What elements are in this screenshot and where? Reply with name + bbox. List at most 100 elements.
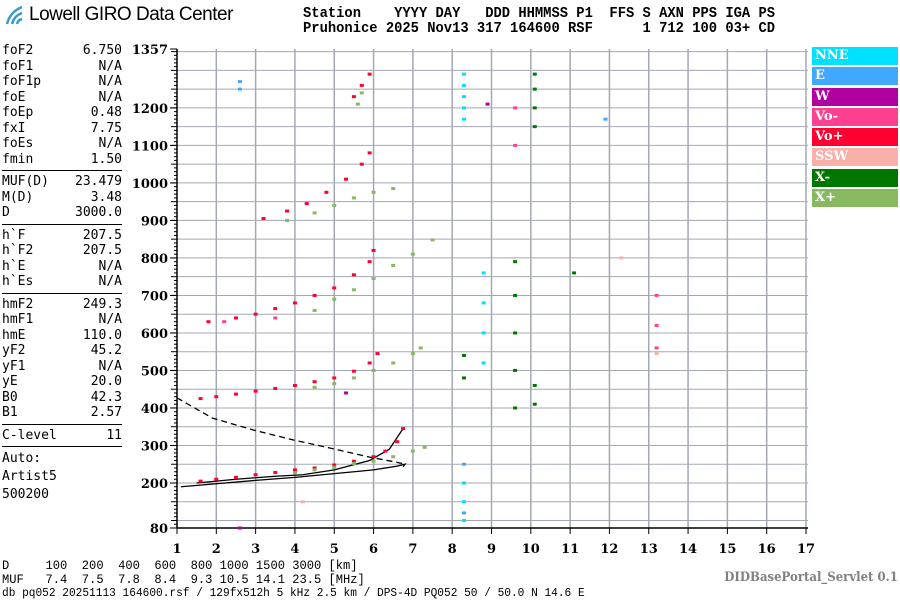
- legend-item: W: [812, 87, 898, 106]
- echo-xplus: [285, 218, 290, 222]
- divider: [2, 292, 122, 294]
- echo-xminus: [513, 293, 518, 297]
- echo-voplus: [359, 83, 364, 87]
- param-value: 207.5: [82, 243, 122, 258]
- echo-xplus: [312, 385, 317, 389]
- param-row: foE N/A: [2, 90, 122, 106]
- echo-vominus: [513, 143, 518, 147]
- echo-voplus: [214, 477, 219, 481]
- x-tick-label: 8: [448, 542, 457, 557]
- echo-xminus: [513, 260, 518, 264]
- echo-voplus: [367, 72, 372, 76]
- echo-xplus: [312, 211, 317, 215]
- param-value: N/A: [98, 74, 122, 89]
- echo-vominus: [513, 106, 518, 110]
- echo-xplus: [391, 361, 396, 365]
- divider: [2, 170, 122, 171]
- x-tick-label: 9: [487, 542, 496, 557]
- header-values: Pruhonice 2025 Nov13 317 164600 RSF 1 71…: [303, 20, 776, 37]
- param-name: B1: [2, 405, 18, 420]
- param-row: C-level 11: [2, 428, 122, 444]
- echo-nne: [461, 500, 466, 504]
- echo-xminus: [513, 406, 518, 410]
- legend-item: SSW: [812, 148, 898, 167]
- x-tick-label: 7: [408, 542, 417, 557]
- echo-w: [237, 526, 242, 530]
- param-value: 23.479: [75, 174, 122, 189]
- param-name: foEp: [2, 105, 34, 120]
- echo-voplus: [285, 209, 290, 213]
- legend-item: X+: [812, 189, 898, 208]
- echo-xminus: [532, 125, 537, 129]
- header-labels: Station YYYY DAY DDD HHMMSS P1 FFS S AXN…: [303, 5, 776, 22]
- param-name: yF2: [2, 343, 26, 358]
- legend-item: Vo-: [812, 107, 898, 126]
- echo-voplus: [324, 190, 329, 194]
- echo-voplus: [206, 320, 211, 324]
- param-value: 3000.0: [75, 205, 122, 220]
- y-tick-label: 400: [141, 402, 168, 417]
- param-name: hmF1: [2, 312, 34, 327]
- echo-xminus: [532, 106, 537, 110]
- param-name: fmin: [2, 151, 34, 167]
- echo-voplus: [253, 473, 258, 477]
- x-tick-label: 2: [212, 542, 221, 557]
- signal-icon: [5, 5, 23, 25]
- echo-voplus: [233, 392, 238, 396]
- echo-voplus: [351, 369, 356, 373]
- echo-voplus: [253, 312, 258, 316]
- echo-voplus: [312, 293, 317, 297]
- echo-xplus: [422, 445, 427, 449]
- echo-xplus: [410, 252, 415, 256]
- x-tick-label: 5: [330, 542, 339, 557]
- distance-row: D 100 200 400 600 800 1000 1500 3000 [km…: [2, 558, 358, 573]
- y-tick-label: 300: [141, 439, 168, 454]
- echo-nne: [461, 117, 466, 121]
- y-tick-label: 1357: [132, 43, 168, 58]
- echo-e: [237, 80, 242, 84]
- muf-row: MUF 7.4 7.5 7.8 8.4 9.3 10.5 14.1 23.5 […: [2, 572, 365, 587]
- param-value: 20.0: [90, 374, 122, 389]
- param-row: M(D) 3.48: [2, 190, 122, 206]
- echo-xplus: [391, 187, 396, 191]
- param-name: h`F2: [2, 243, 34, 258]
- echo-voplus: [375, 352, 380, 356]
- echo-voplus: [401, 427, 406, 431]
- echo-voplus: [292, 383, 297, 387]
- param-row: foEs N/A: [2, 136, 122, 152]
- echo-xplus: [371, 459, 376, 463]
- param-row: foF1 N/A: [2, 59, 122, 75]
- echo-xminus: [461, 376, 466, 380]
- param-name: foEs: [2, 136, 34, 151]
- param-value: N/A: [98, 258, 122, 274]
- x-tick-label: 10: [522, 542, 540, 557]
- echo-xplus: [391, 263, 396, 267]
- echo-voplus: [332, 463, 337, 467]
- param-row: D 3000.0: [2, 205, 122, 221]
- echo-w: [344, 391, 349, 395]
- logo: Lowell GIRO Data Center: [4, 4, 233, 26]
- y-tick-label: 1100: [132, 139, 168, 154]
- param-name: yF1: [2, 358, 26, 374]
- autoscale-info: Artist5: [2, 469, 57, 484]
- param-value: N/A: [98, 58, 122, 74]
- echo-voplus: [371, 455, 376, 459]
- echo-w: [485, 102, 490, 106]
- param-row: B0 42.3: [2, 390, 122, 406]
- model-curve-dashed: [176, 397, 406, 465]
- param-row: yF1 N/A: [2, 359, 122, 375]
- echo-voplus: [273, 470, 278, 474]
- echo-vominus: [273, 316, 278, 320]
- echo-xplus: [312, 468, 317, 472]
- param-name: foF1p: [2, 74, 42, 89]
- echo-e: [461, 511, 466, 515]
- echo-xplus: [430, 238, 435, 242]
- echo-vominus: [222, 320, 227, 324]
- x-tick-label: 1: [172, 542, 181, 557]
- ionogram-plot: 1357120011001000900800700600500400300200…: [132, 43, 815, 557]
- echo-vominus: [654, 323, 659, 327]
- divider: [2, 223, 122, 225]
- echo-xplus: [359, 91, 364, 95]
- echo-voplus: [214, 395, 219, 399]
- param-value: N/A: [98, 358, 122, 374]
